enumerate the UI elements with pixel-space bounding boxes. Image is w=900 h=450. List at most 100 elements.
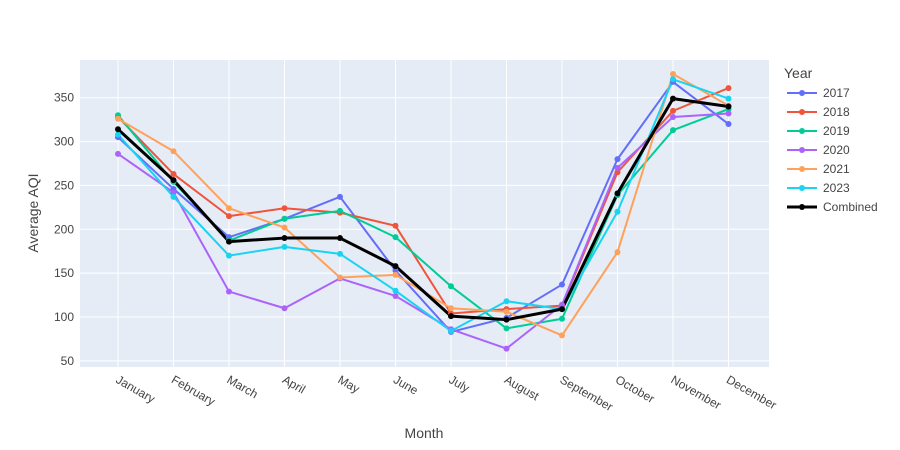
- data-point-combined: [614, 190, 621, 197]
- data-point-2021: [170, 148, 177, 155]
- legend-swatch-marker: [799, 90, 805, 96]
- x-tick-label: May: [336, 372, 363, 395]
- data-point-2023: [392, 287, 399, 294]
- legend-item-combined[interactable]: Combined: [823, 200, 878, 214]
- data-point-combined: [392, 263, 399, 270]
- x-axis-ticks: January February March April May June July Augu…: [114, 372, 779, 413]
- legend-swatch-marker: [799, 147, 805, 153]
- legend-item-2017[interactable]: 2017: [823, 86, 850, 100]
- data-point-2021: [392, 271, 399, 278]
- x-tick-label: February: [169, 372, 218, 408]
- x-tick-label: July: [447, 372, 472, 395]
- legend-title: Year: [784, 65, 813, 81]
- legend-swatch-marker: [799, 128, 805, 134]
- data-point-2020: [614, 164, 621, 171]
- y-tick-label: 350: [54, 91, 74, 105]
- data-point-2021: [559, 332, 565, 339]
- series-lines: [116, 73, 730, 350]
- data-point-2020: [559, 301, 565, 308]
- data-point-2023: [614, 208, 621, 215]
- legend-item-2021[interactable]: 2021: [823, 162, 850, 176]
- x-axis-title: Month: [405, 425, 444, 441]
- data-point-2023: [503, 298, 510, 305]
- data-point-2018: [392, 222, 399, 229]
- data-point-2021: [614, 249, 621, 256]
- data-point-2021: [226, 205, 232, 212]
- data-point-2020: [170, 189, 177, 196]
- data-point-2021: [503, 308, 510, 315]
- legend-swatch-marker: [799, 204, 805, 210]
- data-point-2023: [281, 243, 288, 250]
- data-point-2023: [115, 131, 121, 138]
- data-point-2020: [392, 292, 399, 299]
- data-point-2020: [226, 288, 232, 295]
- data-point-2017: [337, 193, 343, 200]
- data-point-2019: [670, 127, 676, 134]
- x-tick-label: March: [225, 372, 261, 401]
- legend-item-2023[interactable]: 2023: [823, 181, 850, 195]
- data-point-2019: [503, 325, 510, 332]
- y-axis-ticks: 50 100 150 200 250 300 350: [54, 91, 74, 368]
- data-point-2021: [281, 224, 288, 231]
- data-point-2020: [115, 150, 121, 157]
- series-line-2020: [117, 112, 729, 350]
- data-point-2019: [392, 234, 399, 241]
- legend-item-2020[interactable]: 2020: [823, 143, 850, 157]
- legend-swatch-marker: [799, 109, 805, 115]
- y-tick-label: 200: [54, 222, 74, 236]
- x-tick-label: November: [669, 372, 724, 412]
- data-point-2023: [226, 252, 232, 259]
- data-point-combined: [670, 95, 676, 102]
- data-point-2018: [725, 85, 732, 92]
- y-tick-label: 150: [54, 266, 74, 280]
- legend-swatch-marker: [799, 185, 805, 191]
- x-tick-label: April: [280, 372, 308, 396]
- x-tick-label: December: [724, 372, 779, 412]
- series-line-2018: [117, 87, 729, 315]
- data-point-2017: [392, 267, 399, 274]
- x-tick-label: January: [114, 372, 158, 405]
- data-point-combined: [559, 306, 565, 313]
- data-point-2020: [503, 345, 510, 352]
- legend-item-2019[interactable]: 2019: [823, 124, 850, 138]
- x-tick-label: June: [391, 372, 421, 397]
- data-point-2019: [337, 207, 343, 214]
- data-point-combined: [115, 126, 121, 133]
- data-point-2023: [448, 328, 454, 335]
- data-point-2023: [670, 76, 676, 83]
- series-line-2023: [117, 78, 729, 333]
- data-point-2021: [448, 305, 454, 312]
- data-point-2017: [614, 156, 621, 163]
- data-point-2019: [448, 283, 454, 290]
- data-point-2018: [170, 171, 177, 178]
- y-tick-label: 300: [54, 135, 74, 149]
- y-tick-label: 100: [54, 310, 74, 324]
- legend-item-2018[interactable]: 2018: [823, 105, 850, 119]
- data-point-2018: [226, 213, 232, 220]
- series-line-combined: [116, 97, 729, 322]
- data-point-2021: [115, 115, 121, 122]
- x-tick-label: September: [558, 372, 616, 413]
- data-point-2023: [337, 250, 343, 257]
- data-point-2020: [670, 114, 676, 121]
- data-point-2017: [725, 121, 732, 128]
- data-point-2018: [670, 107, 676, 114]
- data-point-2019: [281, 215, 288, 222]
- data-point-2020: [281, 305, 288, 312]
- data-point-2017: [559, 281, 565, 288]
- data-point-2020: [725, 110, 732, 117]
- data-point-combined: [170, 177, 177, 184]
- data-point-combined: [226, 238, 232, 245]
- data-point-combined: [281, 235, 288, 242]
- data-point-2018: [614, 169, 621, 176]
- data-point-2023: [170, 193, 177, 200]
- data-point-2021: [670, 71, 676, 78]
- legend: Year 2017 2018 2019 2020 2021 2023 Combined: [784, 65, 878, 214]
- data-point-combined: [448, 313, 454, 320]
- data-point-combined: [725, 103, 732, 110]
- x-tick-label: October: [613, 372, 657, 405]
- y-tick-label: 250: [54, 178, 74, 192]
- data-point-combined: [503, 316, 510, 323]
- x-tick-label: August: [502, 372, 542, 403]
